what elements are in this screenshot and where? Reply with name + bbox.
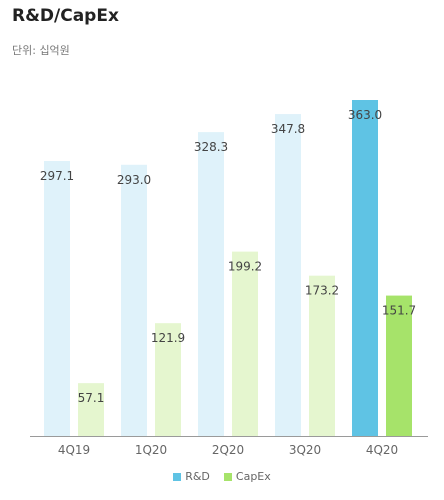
x-tick-label-1q20: 1Q20 [135,443,167,457]
value-label-capex-4q19: 57.1 [78,391,105,405]
value-label-rd-1q20: 293.0 [117,173,151,187]
legend-item-rnd: R&D [173,470,210,483]
bar-capex-2q20 [232,251,258,436]
x-tick-label-2q20: 2Q20 [212,443,244,457]
value-label-rd-4q20: 363.0 [348,108,382,122]
value-label-rd-4q19: 297.1 [40,169,74,183]
bar-capex-4q19 [78,383,104,436]
legend-label-rnd: R&D [185,470,210,483]
x-tick-label-4q19: 4Q19 [58,443,90,457]
bar-rd-4q20 [352,100,378,436]
chart-title: R&D/CapEx [12,6,119,26]
bar-rd-1q20 [121,164,147,436]
value-label-capex-4q20: 151.7 [382,304,416,318]
legend-label-capex: CapEx [235,470,271,483]
bar-rd-2q20 [198,132,224,436]
value-label-capex-2q20: 199.2 [228,260,262,274]
value-label-capex-1q20: 121.9 [151,331,185,345]
bar-rd-3q20 [275,114,301,436]
legend: R&D CapEx [0,470,444,483]
bar-rd-4q19 [44,160,70,436]
legend-swatch-capex [223,472,232,481]
x-tick-label-4q20: 4Q20 [366,443,398,457]
x-tick-label-3q20: 3Q20 [289,443,321,457]
bar-capex-3q20 [309,275,335,436]
legend-swatch-rnd [173,472,182,481]
bar-capex-4q20 [386,295,412,436]
value-label-capex-3q20: 173.2 [305,284,339,298]
unit-label: 단위: 십억원 [12,44,70,57]
value-label-rd-2q20: 328.3 [194,140,228,154]
legend-item-capex: CapEx [223,470,271,483]
value-label-rd-3q20: 347.8 [271,122,305,136]
bar-capex-1q20 [155,323,181,436]
